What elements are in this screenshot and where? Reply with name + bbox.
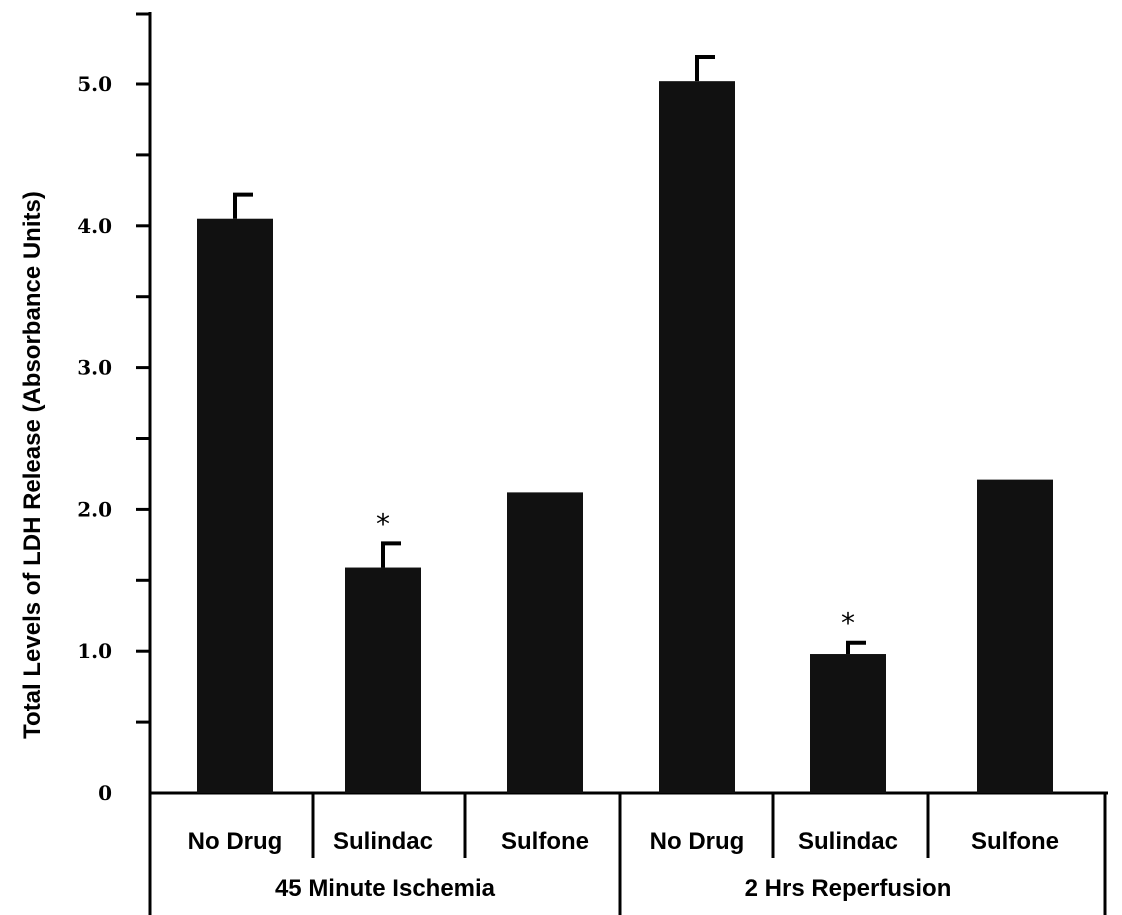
y-tick-label: 3.0 (77, 356, 112, 380)
y-axis-label: Total Levels of LDH Release (Absorbance … (19, 191, 46, 739)
bar (197, 218, 273, 793)
axes: 0 1.0 2.0 3.0 4.0 5.0 (77, 12, 1108, 915)
category-label: Sulindac (798, 828, 898, 855)
bar (810, 654, 886, 793)
y-tick-label: 1.0 (77, 639, 112, 663)
bar (507, 492, 583, 793)
bars (197, 55, 1053, 793)
significance-marker: * (841, 607, 855, 640)
category-label: No Drug (188, 828, 283, 855)
y-tick-label: 4.0 (77, 214, 112, 238)
significance-marker: * (376, 507, 390, 540)
bar (977, 479, 1053, 793)
y-tick-label: 5.0 (77, 72, 112, 96)
category-label: Sulindac (333, 828, 433, 855)
group-label: 2 Hrs Reperfusion (745, 875, 952, 902)
y-tick-label: 2.0 (77, 497, 112, 521)
y-tick-label: 0 (98, 781, 112, 805)
category-label: Sulfone (971, 828, 1059, 855)
labels: No Drug * Sulindac Sulfone No Drug * Sulindac S… (188, 507, 1059, 902)
group-label: 45 Minute Ischemia (275, 875, 496, 902)
bar (659, 81, 735, 793)
category-label: No Drug (650, 828, 745, 855)
category-label: Sulfone (501, 828, 589, 855)
bar (345, 567, 421, 793)
